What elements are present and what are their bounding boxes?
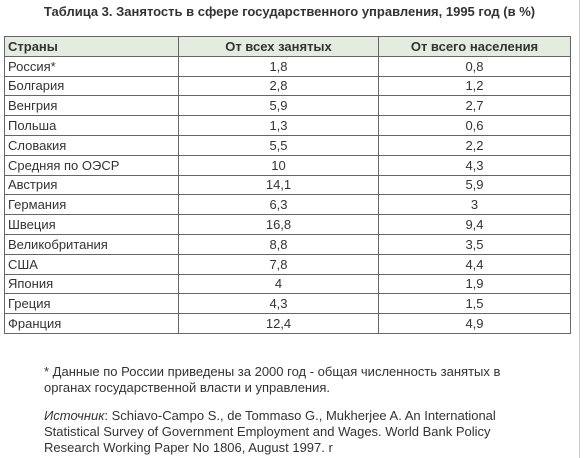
table-cell: 5,9 (178, 95, 379, 117)
table-cell: 10 (178, 154, 379, 176)
table-cell: США (4, 253, 179, 275)
header-cell: От всего населения (378, 36, 571, 57)
table-row: США 7,8 4,4 (4, 253, 571, 275)
table-cell: 1,8 (178, 55, 379, 77)
table-cell: Великобритания (4, 233, 179, 255)
table-cell: 14,1 (178, 174, 379, 196)
data-table: Страны От всех занятых От всего населения … (4, 36, 571, 334)
table-cell: Венгрия (4, 95, 179, 117)
table-cell: 8,8 (178, 233, 379, 255)
table-row: Болгария 2,8 1,2 (4, 75, 571, 97)
table-cell: 4,3 (378, 154, 571, 176)
table-row: Средняя по ОЭСР 10 4,3 (4, 154, 571, 176)
table-row: Словакия 5,5 2,2 (4, 134, 571, 156)
table-cell: 4,9 (378, 313, 571, 334)
table-cell: 16,8 (178, 214, 379, 235)
table-row: Швеция 16,8 9,4 (4, 214, 571, 235)
table-row: Германия 6,3 3 (4, 194, 571, 216)
table-cell: 2,8 (178, 75, 379, 97)
table-cell: 6,3 (178, 194, 379, 216)
table-cell: Болгария (4, 75, 179, 97)
table-cell: Австрия (4, 174, 179, 196)
table-cell: 7,8 (178, 253, 379, 275)
table-cell: Германия (4, 194, 179, 216)
table-cell: Япония (4, 273, 179, 295)
table-cell: Средняя по ОЭСР (4, 154, 179, 176)
table-row: Венгрия 5,9 2,7 (4, 95, 571, 117)
source-label: Источник (44, 408, 105, 423)
table-row: Польша 1,3 0,6 (4, 115, 571, 136)
table-cell: 4,3 (178, 293, 379, 315)
table-cell: 9,4 (378, 214, 571, 235)
table-cell: 2,2 (378, 134, 571, 156)
table-row: Греция 4,3 1,5 (4, 293, 571, 315)
table-row: Франция 12,4 4,9 (4, 313, 571, 334)
table-cell: Польша (4, 115, 179, 136)
table-cell: Франция (4, 313, 179, 334)
table-row: Япония 4 1,9 (4, 273, 571, 295)
table-row: Великобритания 8,8 3,5 (4, 233, 571, 255)
table-title: Таблица 3. Занятость в сфере государстве… (43, 4, 536, 19)
header-cell: От всех занятых (178, 36, 379, 57)
table-cell: Швеция (4, 214, 179, 235)
table-cell: 1,5 (378, 293, 571, 315)
header-cell: Страны (4, 36, 179, 57)
table-cell: Греция (4, 293, 179, 315)
table-cell: 1,9 (378, 273, 571, 295)
table-cell: 1,2 (378, 75, 571, 97)
table-cell: 1,3 (178, 115, 379, 136)
table-cell: 0,8 (378, 55, 571, 77)
table-body: Россия* 1,8 0,8 Болгария 2,8 1,2 Венгрия 5,9 2,7… (4, 55, 571, 334)
table-row: Россия* 1,8 0,8 (4, 55, 571, 77)
table-cell: 5,9 (378, 174, 571, 196)
source: Источник: Schiavo-Campo S., de Tommaso G… (44, 408, 534, 456)
table-cell: 12,4 (178, 313, 379, 334)
table-cell: Словакия (4, 134, 179, 156)
table-cell: 0,6 (378, 115, 571, 136)
table-cell: 5,5 (178, 134, 379, 156)
header-row: Страны От всех занятых От всего населения (4, 36, 571, 57)
table-cell: 3,5 (378, 233, 571, 255)
footnote: * Данные по России приведены за 2000 год… (44, 364, 501, 395)
table-cell: 3 (378, 194, 571, 216)
table-cell: 2,7 (378, 95, 571, 117)
table-row: Австрия 14,1 5,9 (4, 174, 571, 196)
table-cell: 4,4 (378, 253, 571, 275)
table-cell: 4 (178, 273, 379, 295)
source-text: : Schiavo-Campo S., de Tommaso G., Mukhe… (44, 408, 496, 455)
table-cell: Россия* (4, 55, 179, 77)
